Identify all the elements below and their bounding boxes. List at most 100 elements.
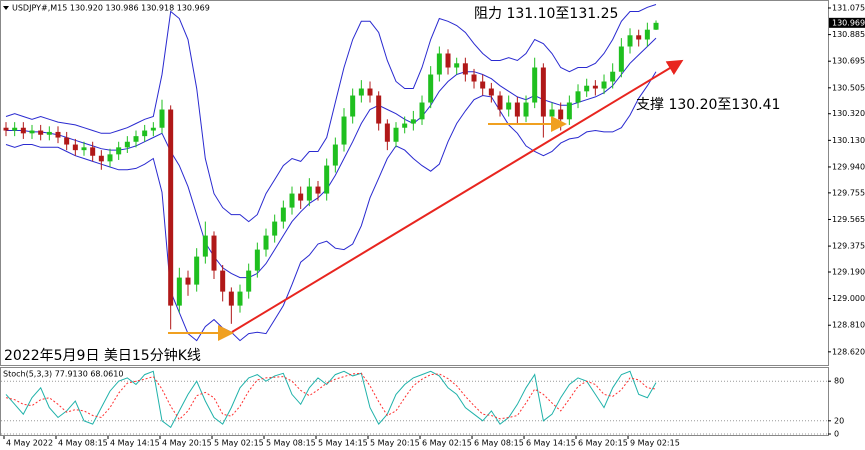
x-tick-label: 5 May 08:15 <box>266 439 316 448</box>
main-panel <box>0 0 829 366</box>
candle-body <box>618 46 624 72</box>
candle-body <box>228 291 234 306</box>
candle-body <box>72 144 78 151</box>
candle-body <box>81 147 87 151</box>
x-tick-label: 6 May 14:15 <box>526 439 576 448</box>
candle-body <box>445 53 451 68</box>
x-tick-label: 6 May 20:15 <box>578 439 628 448</box>
x-tick-label: 5 May 02:15 <box>214 439 264 448</box>
stoch-panel <box>0 367 829 436</box>
x-tick-label: 5 May 14:15 <box>318 439 368 448</box>
candle-body <box>332 144 338 166</box>
candle-body <box>211 235 217 271</box>
chart-title: USDJPY#,M15 130.920 130.986 130.918 130.… <box>12 4 210 13</box>
marks <box>1 4 828 435</box>
x-tick-label: 4 May 2022 <box>6 439 53 448</box>
x-tick-label: 4 May 08:15 <box>58 439 108 448</box>
candle-body <box>341 116 347 145</box>
candle-body <box>90 147 96 156</box>
candle-body <box>176 277 182 306</box>
candle-body <box>367 88 373 96</box>
x-tick-label: 4 May 14:15 <box>110 439 160 448</box>
y-tick-label: 129.375 <box>832 242 865 251</box>
candle-body <box>289 193 295 208</box>
candle-body <box>315 186 321 194</box>
candle-body <box>549 109 555 117</box>
candle-body <box>142 130 148 137</box>
candle-body <box>402 123 408 128</box>
y-tick-label: 129.565 <box>832 215 865 224</box>
candle-body <box>159 109 165 128</box>
candle-body <box>150 127 156 131</box>
candle-body <box>627 35 633 47</box>
candle-body <box>514 102 520 117</box>
candle-body <box>12 127 18 131</box>
candle-body <box>38 130 44 135</box>
annotation: 2022年5月9日 美日15分钟K线 <box>4 347 201 364</box>
y-tick-label: 130.130 <box>832 136 865 145</box>
candle-body <box>393 127 399 142</box>
candle-body <box>185 277 191 285</box>
y-tick-label: 0 <box>834 430 839 439</box>
y-tick-label: 130.320 <box>832 109 865 118</box>
candle-body <box>480 81 486 89</box>
candle-body <box>220 270 226 292</box>
price-box <box>829 17 865 28</box>
candle-body <box>29 130 35 134</box>
y-tick-label: 130.695 <box>832 57 865 66</box>
candle-body <box>532 67 538 103</box>
candle-body <box>636 35 642 40</box>
candle-body <box>601 81 607 89</box>
stoch-title: Stoch(5,3,3) 77.9130 68.0610 <box>3 370 123 379</box>
candle-body <box>644 29 650 40</box>
candle-body <box>194 256 200 285</box>
candle-body <box>107 154 113 162</box>
x-tick-label: 5 May 20:15 <box>370 439 420 448</box>
annotation: 阻力 131.10至131.25 <box>474 6 618 22</box>
candle-body <box>124 141 130 148</box>
candle-body <box>488 88 494 96</box>
candle-body <box>116 147 122 155</box>
annotation: 支撑 130.20至130.41 <box>636 97 780 113</box>
candle-body <box>384 123 390 142</box>
bollinger-band <box>6 37 657 279</box>
candle-body <box>298 193 304 201</box>
x-tick-label: 6 May 02:15 <box>422 439 472 448</box>
candle-body <box>280 207 286 222</box>
y-tick-label: 130.505 <box>832 83 865 92</box>
y-tick-label: 80 <box>834 377 844 386</box>
candle-body <box>523 102 529 117</box>
candle-body <box>462 63 468 75</box>
y-tick-label: 128.620 <box>832 347 865 356</box>
candle-body <box>64 137 70 145</box>
candle-body <box>558 109 564 120</box>
candle-body <box>428 74 434 103</box>
candle-body <box>237 291 243 306</box>
y-tick-label: 130.885 <box>832 30 865 39</box>
bollinger-band <box>5 71 657 342</box>
candle-body <box>358 88 364 96</box>
bollinger-band <box>5 4 657 223</box>
candle-body <box>3 127 9 131</box>
candle-body <box>584 85 590 92</box>
candle-body <box>540 67 546 117</box>
candle-body <box>202 235 208 257</box>
candle-body <box>133 136 139 142</box>
candle-body <box>592 85 598 89</box>
stoch-main <box>5 370 657 429</box>
menu-icon <box>3 6 9 10</box>
candle-body <box>272 221 278 236</box>
y-tick-label: 128.810 <box>832 321 865 330</box>
candle-body <box>98 155 104 162</box>
y-tick-label: 20 <box>834 416 844 425</box>
candle-body <box>410 119 416 124</box>
candle-body <box>376 95 382 124</box>
x-tick-label: 9 May 02:15 <box>630 439 680 448</box>
candle-body <box>20 127 26 134</box>
candle-body <box>610 71 616 82</box>
candle-body <box>254 249 260 271</box>
price-label: 130.969 <box>832 18 865 27</box>
candle-body <box>454 63 460 68</box>
candle-body <box>168 109 174 306</box>
